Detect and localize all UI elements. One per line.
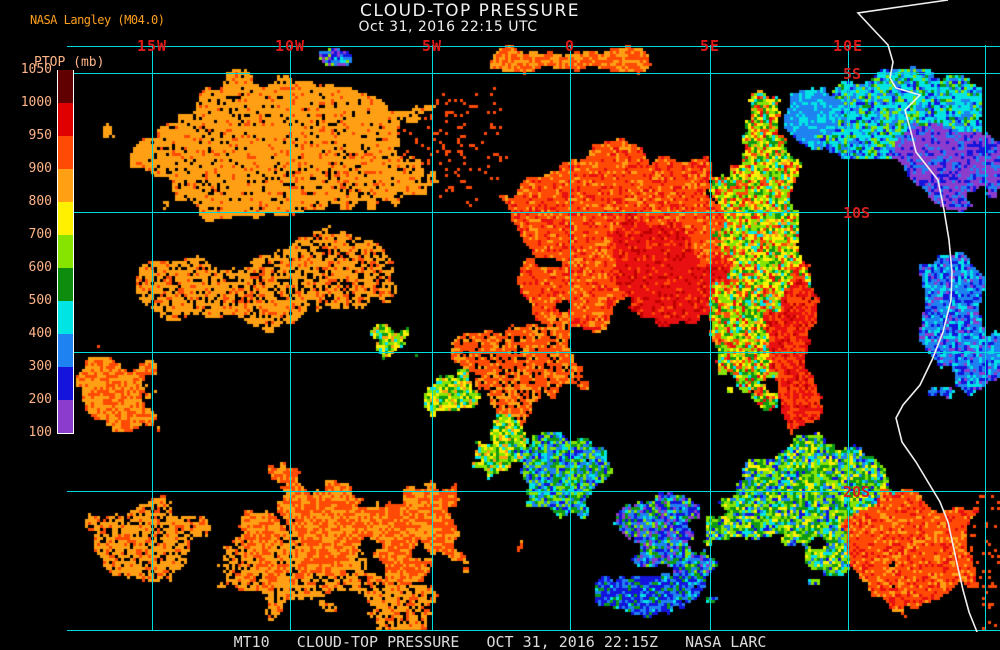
colorbar-segment <box>58 301 73 334</box>
lat-label-10S: 10S <box>843 204 871 222</box>
colorbar-segment <box>58 235 73 268</box>
lon-label-5W: 5W <box>421 37 443 55</box>
colorbar-segment <box>58 268 73 301</box>
lon-label-15W: 15W <box>136 37 168 55</box>
lon-label-10W: 10W <box>274 37 306 55</box>
timestamp: Oct 31, 2016 22:15 UTC <box>358 19 538 35</box>
coastline <box>856 0 984 650</box>
colorbar-tick: 1000 <box>20 95 52 110</box>
colorbar-segment <box>58 169 73 202</box>
colorbar-segment <box>58 103 73 136</box>
colorbar-tick: 500 <box>28 293 52 308</box>
colorbar-tick: 400 <box>28 326 52 341</box>
org-label: NASA Langley (M04.0) <box>30 13 165 27</box>
colorbar-tick: 300 <box>28 359 52 374</box>
colorbar-tick: 700 <box>28 227 52 242</box>
colorbar-tick: 800 <box>28 194 52 209</box>
footer-status-line: MT10 CLOUD-TOP PRESSURE OCT 31, 2016 22:… <box>233 633 767 650</box>
lat-label-5S: 5S <box>843 65 862 83</box>
colorbar-segment <box>58 202 73 235</box>
lon-label-5E: 5E <box>699 37 721 55</box>
colorbar <box>57 70 74 434</box>
lon-label-0: 0 <box>564 37 576 55</box>
colorbar-tick: 950 <box>28 128 52 143</box>
footer-bar: MT10 CLOUD-TOP PRESSURE OCT 31, 2016 22:… <box>0 632 1000 650</box>
colorbar-tick: 1050 <box>20 62 52 77</box>
colorbar-tick: 900 <box>28 161 52 176</box>
colorbar-segment <box>58 400 73 433</box>
page-title: CLOUD-TOP PRESSURE <box>359 1 581 21</box>
colorbar-tick: 200 <box>28 392 52 407</box>
colorbar-segment <box>58 136 73 169</box>
colorbar-tick: 600 <box>28 260 52 275</box>
colorbar-segment <box>58 70 73 103</box>
lat-label-20S: 20S <box>843 483 871 501</box>
colorbar-segment <box>58 367 73 400</box>
colorbar-tick: 100 <box>28 425 52 440</box>
lon-label-10E: 10E <box>832 37 864 55</box>
colorbar-segment <box>58 334 73 367</box>
colorbar-title: PTOP (mb) <box>34 55 105 70</box>
